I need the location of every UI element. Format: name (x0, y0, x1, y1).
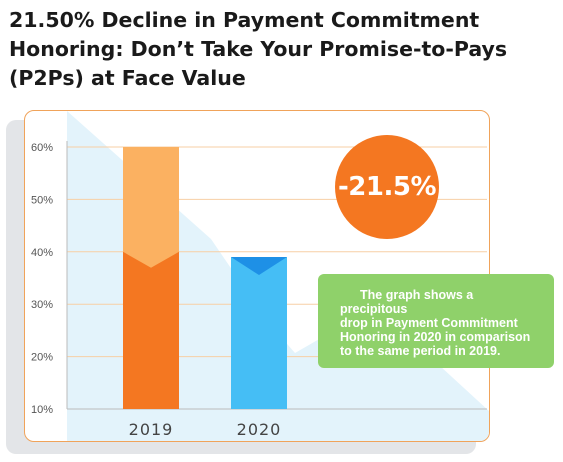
x-tick-label: 2020 (237, 420, 282, 439)
y-tick-label: 40% (31, 247, 53, 259)
y-tick-label: 10% (31, 404, 53, 416)
note-line: drop in Payment Commitment (340, 316, 518, 330)
bar-2020 (231, 257, 287, 409)
y-tick-label: 20% (31, 352, 53, 364)
decline-badge: -21.5% (335, 135, 439, 239)
note-line: to the same period in 2019. (340, 344, 501, 358)
bar-cap-2020 (231, 257, 287, 276)
page-title: 21.50% Decline in Payment Commitment Hon… (9, 6, 549, 93)
decline-badge-text: -21.5% (338, 172, 437, 202)
title-line: Honoring: Don’t Take Your Promise-to-Pay… (9, 37, 508, 61)
note-line: The graph shows a precipitous (340, 288, 474, 316)
bar-segment-2019 (123, 251, 179, 409)
y-tick-label: 30% (31, 299, 53, 311)
title-line: 21.50% Decline in Payment Commitment (9, 8, 480, 32)
note-box: The graph shows a precipitous drop in Pa… (318, 274, 554, 368)
y-tick-label: 60% (31, 142, 53, 154)
x-tick-label: 2019 (129, 420, 174, 439)
note-line: Honoring in 2020 in comparison (340, 330, 531, 344)
title-line: (P2Ps) at Face Value (9, 66, 246, 90)
y-tick-label: 50% (31, 194, 53, 206)
